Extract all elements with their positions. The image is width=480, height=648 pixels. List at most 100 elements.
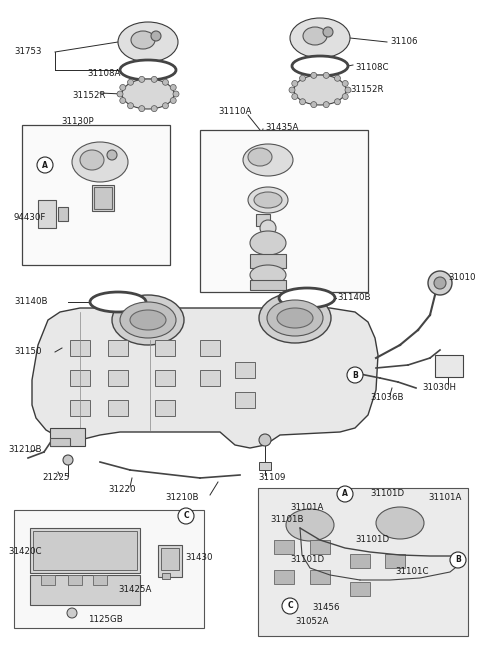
Circle shape [342, 80, 348, 86]
Text: A: A [342, 489, 348, 498]
Bar [155, 370, 175, 386]
Ellipse shape [290, 18, 350, 58]
Ellipse shape [131, 31, 155, 49]
Ellipse shape [259, 293, 331, 343]
Ellipse shape [112, 295, 184, 345]
Bar [108, 370, 128, 386]
Text: B: B [455, 555, 461, 564]
Circle shape [120, 84, 126, 91]
Text: 31101D: 31101D [355, 535, 389, 544]
Bar [58, 207, 68, 221]
Text: 31101D: 31101D [370, 489, 404, 498]
Bar [162, 573, 170, 579]
Text: 31110A: 31110A [218, 108, 252, 117]
Text: 31010: 31010 [448, 273, 476, 283]
Bar [33, 531, 137, 570]
Text: 31140B: 31140B [14, 297, 48, 307]
Text: 1125GB: 1125GB [88, 616, 123, 625]
Bar [250, 280, 286, 290]
Ellipse shape [294, 75, 346, 105]
Bar [235, 392, 255, 408]
Ellipse shape [279, 288, 335, 308]
Bar [50, 428, 85, 446]
Bar [200, 130, 368, 292]
Circle shape [63, 455, 73, 465]
Circle shape [428, 271, 452, 295]
Circle shape [128, 79, 133, 86]
Ellipse shape [277, 308, 313, 328]
Text: 31101C: 31101C [395, 568, 429, 577]
Circle shape [170, 97, 176, 104]
Text: 31106: 31106 [390, 38, 418, 47]
Circle shape [434, 277, 446, 289]
Circle shape [335, 75, 340, 81]
Circle shape [162, 103, 168, 109]
Bar [161, 548, 179, 570]
Bar [385, 554, 405, 568]
Bar [70, 400, 90, 416]
Ellipse shape [250, 265, 286, 285]
Circle shape [311, 73, 317, 78]
Ellipse shape [122, 79, 174, 109]
Circle shape [337, 486, 353, 502]
Bar [92, 185, 114, 211]
Text: 31101D: 31101D [290, 555, 324, 564]
Ellipse shape [90, 292, 146, 312]
Ellipse shape [118, 22, 178, 62]
Text: 31108A: 31108A [87, 69, 120, 78]
Bar [155, 340, 175, 356]
Text: B: B [352, 371, 358, 380]
Ellipse shape [243, 144, 293, 176]
Circle shape [292, 80, 298, 86]
Bar [30, 528, 140, 573]
Bar [50, 438, 70, 446]
Bar [70, 370, 90, 386]
Circle shape [173, 91, 179, 97]
Circle shape [311, 102, 317, 108]
Text: 31130P: 31130P [62, 117, 94, 126]
Circle shape [117, 91, 123, 97]
Circle shape [342, 93, 348, 100]
Text: 31101B: 31101B [270, 516, 303, 524]
Circle shape [300, 98, 306, 105]
Circle shape [170, 84, 176, 91]
Text: 94430F: 94430F [14, 213, 47, 222]
Bar [70, 340, 90, 356]
Circle shape [335, 98, 340, 105]
Text: C: C [287, 601, 293, 610]
Circle shape [292, 93, 298, 100]
Text: 31030H: 31030H [422, 384, 456, 393]
Text: 21225: 21225 [42, 474, 70, 483]
Circle shape [120, 97, 126, 104]
Bar [350, 582, 370, 596]
Text: 31150: 31150 [14, 347, 41, 356]
Ellipse shape [250, 231, 286, 255]
Circle shape [37, 157, 53, 173]
Bar [14, 510, 204, 628]
Bar [22, 125, 170, 265]
Text: A: A [42, 161, 48, 170]
Ellipse shape [254, 192, 282, 208]
Ellipse shape [267, 300, 323, 336]
Text: 31425A: 31425A [118, 586, 151, 594]
Bar [274, 540, 294, 554]
Text: 31753: 31753 [14, 47, 41, 56]
Bar [68, 575, 82, 585]
Text: 31456: 31456 [312, 603, 339, 612]
Text: 31108C: 31108C [355, 64, 388, 73]
Bar [94, 187, 112, 209]
Ellipse shape [120, 60, 176, 80]
Circle shape [450, 552, 466, 568]
Text: 31152R: 31152R [72, 91, 106, 100]
Text: 31210B: 31210B [8, 446, 41, 454]
Circle shape [139, 106, 145, 111]
Bar [38, 200, 56, 228]
Bar [108, 340, 128, 356]
Circle shape [323, 73, 329, 78]
Bar [155, 400, 175, 416]
Text: 31210B: 31210B [165, 494, 199, 502]
Bar [259, 462, 271, 470]
Bar [200, 370, 220, 386]
Bar [435, 355, 463, 377]
FancyBboxPatch shape [261, 492, 464, 632]
